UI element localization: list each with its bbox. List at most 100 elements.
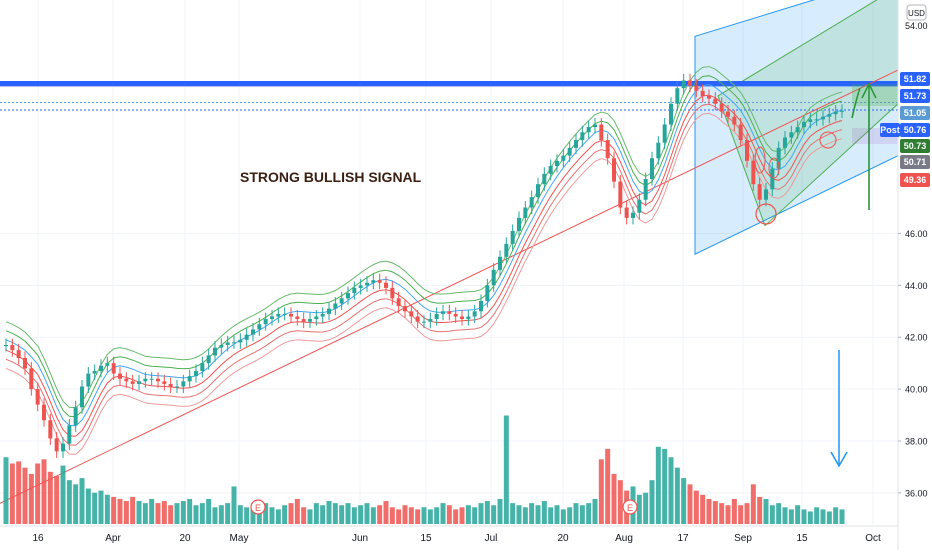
candle[interactable] <box>156 378 160 382</box>
candle[interactable] <box>586 127 591 133</box>
candle[interactable] <box>244 334 249 340</box>
candle[interactable] <box>276 313 281 317</box>
candle[interactable] <box>213 347 217 356</box>
candle[interactable] <box>225 342 230 346</box>
candle[interactable] <box>833 111 838 115</box>
candle[interactable] <box>61 443 65 452</box>
candle[interactable] <box>175 386 179 388</box>
candle[interactable] <box>377 280 382 283</box>
candle[interactable] <box>770 168 775 190</box>
candle[interactable] <box>650 158 654 179</box>
candle[interactable] <box>675 88 680 104</box>
candle[interactable] <box>517 217 521 231</box>
candle[interactable] <box>669 103 673 125</box>
candle[interactable] <box>662 124 667 143</box>
candle[interactable] <box>295 316 300 320</box>
candle[interactable] <box>54 438 59 452</box>
candle[interactable] <box>637 199 642 213</box>
candle[interactable] <box>409 311 414 317</box>
candle[interactable] <box>656 142 661 159</box>
candle[interactable] <box>137 381 141 384</box>
candle[interactable] <box>143 378 148 382</box>
candle[interactable] <box>447 311 452 314</box>
candle[interactable] <box>751 160 756 185</box>
candle[interactable] <box>200 363 205 371</box>
candle[interactable] <box>523 207 528 218</box>
candle[interactable] <box>48 420 53 439</box>
candle[interactable] <box>118 373 122 379</box>
candle[interactable] <box>802 121 806 128</box>
candle[interactable] <box>840 110 844 112</box>
candle[interactable] <box>498 256 502 270</box>
candle[interactable] <box>757 184 762 200</box>
candle[interactable] <box>124 378 129 382</box>
candle[interactable] <box>821 116 825 120</box>
candle[interactable] <box>206 355 211 364</box>
candle[interactable] <box>732 116 737 125</box>
candle[interactable] <box>764 189 768 200</box>
candle[interactable] <box>472 311 477 317</box>
candle[interactable] <box>738 124 743 141</box>
candle[interactable] <box>29 368 34 390</box>
candle[interactable] <box>491 269 496 286</box>
candle[interactable] <box>707 95 711 99</box>
candle[interactable] <box>643 178 648 200</box>
candle[interactable] <box>149 378 154 380</box>
candle[interactable] <box>460 316 464 320</box>
candle[interactable] <box>16 350 21 358</box>
candle[interactable] <box>333 303 338 309</box>
candle[interactable] <box>42 404 46 421</box>
candle[interactable] <box>396 298 401 307</box>
candle[interactable] <box>390 287 395 299</box>
candle[interactable] <box>99 365 103 371</box>
candle[interactable] <box>168 383 173 387</box>
candle[interactable] <box>282 313 287 315</box>
candle[interactable] <box>263 319 268 325</box>
candle[interactable] <box>92 370 97 374</box>
candle[interactable] <box>181 381 186 387</box>
candle[interactable] <box>453 313 458 317</box>
candle[interactable] <box>365 282 369 286</box>
candle[interactable] <box>555 160 559 167</box>
candle[interactable] <box>548 166 553 174</box>
candle[interactable] <box>327 308 331 314</box>
candle[interactable] <box>719 103 724 112</box>
candle[interactable] <box>726 111 730 117</box>
candle[interactable] <box>403 306 407 312</box>
candle[interactable] <box>479 300 483 312</box>
candle[interactable] <box>80 386 84 408</box>
candle[interactable] <box>574 140 578 148</box>
candle[interactable] <box>808 119 813 122</box>
candle[interactable] <box>605 140 610 159</box>
candle[interactable] <box>713 98 718 104</box>
candle[interactable] <box>827 114 832 117</box>
candle[interactable] <box>631 212 635 218</box>
candle[interactable] <box>441 311 445 314</box>
candle[interactable] <box>346 293 350 299</box>
candle[interactable] <box>542 173 547 185</box>
candle[interactable] <box>510 230 515 244</box>
candle[interactable] <box>618 181 623 208</box>
candle[interactable] <box>536 184 540 198</box>
candle[interactable] <box>308 319 312 322</box>
candle[interactable] <box>105 363 110 366</box>
candle[interactable] <box>371 280 376 283</box>
candle[interactable] <box>681 80 686 89</box>
candle[interactable] <box>238 339 243 343</box>
candle[interactable] <box>130 381 135 384</box>
candle[interactable] <box>67 425 72 444</box>
candle[interactable] <box>415 316 420 322</box>
candle[interactable] <box>358 285 363 288</box>
candle[interactable] <box>795 127 800 133</box>
candle[interactable] <box>612 158 616 182</box>
candle[interactable] <box>162 381 167 384</box>
candle[interactable] <box>4 345 8 347</box>
candle[interactable] <box>561 155 566 161</box>
candle[interactable] <box>251 329 255 335</box>
candle[interactable] <box>352 287 357 294</box>
candle[interactable] <box>10 345 15 351</box>
candle[interactable] <box>688 80 692 86</box>
candle[interactable] <box>624 207 629 218</box>
candle[interactable] <box>86 373 91 387</box>
